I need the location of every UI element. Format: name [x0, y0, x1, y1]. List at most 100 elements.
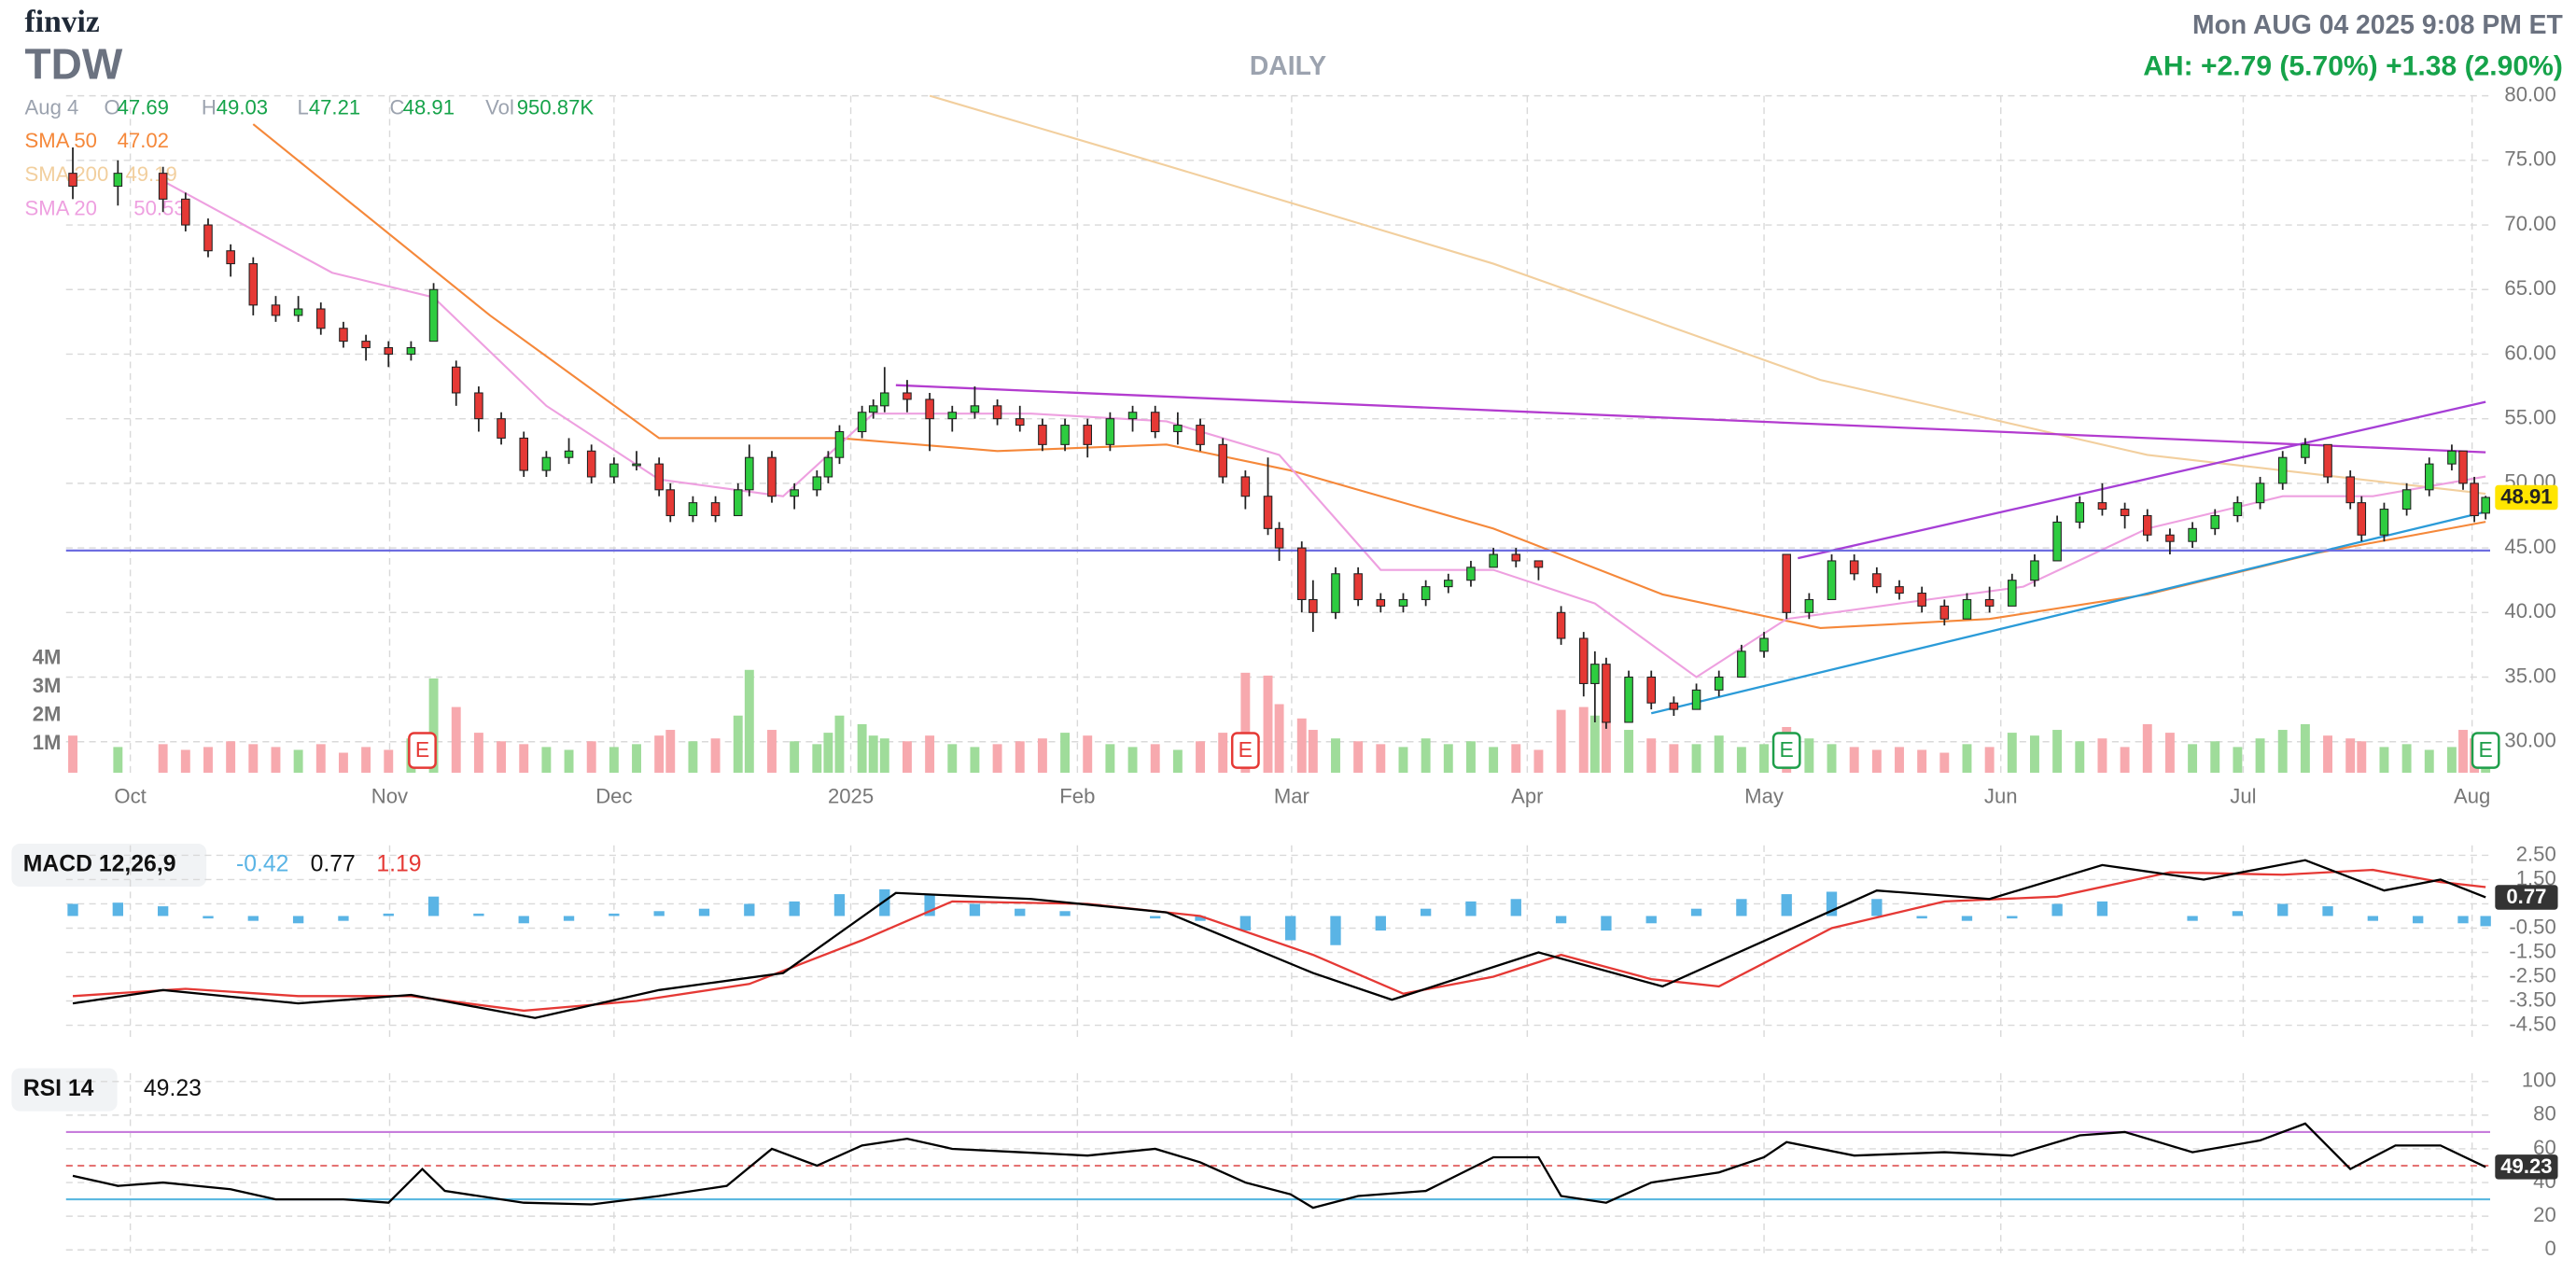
candle-body: [1578, 637, 1589, 684]
volume-bar: [1196, 741, 1205, 773]
volume-bar: [1015, 741, 1025, 773]
volume-bar: [1240, 672, 1251, 773]
macd-histogram-bar: [1690, 908, 1702, 916]
candle-body: [1782, 553, 1791, 613]
volume-bar: [1556, 709, 1566, 773]
candle-body: [823, 456, 833, 478]
candle-body: [1274, 527, 1284, 549]
volume-bar: [2097, 738, 2107, 773]
volume-bar: [2458, 730, 2468, 773]
volume-bar: [451, 706, 461, 773]
volume-bar: [1984, 747, 1995, 773]
candle-body: [316, 308, 326, 329]
macd-histogram-bar: [653, 911, 665, 916]
brand[interactable]: finviz: [25, 5, 100, 39]
macd-histogram-bar: [1420, 908, 1432, 916]
volume-bar: [2007, 733, 2017, 773]
earnings-label: E: [1239, 737, 1253, 762]
y-tick-label: -2.50: [2509, 963, 2555, 986]
candle-body: [158, 173, 168, 200]
x-tick-label: May: [1744, 784, 1785, 807]
volume-bar: [2210, 741, 2220, 773]
macd-histogram-bar: [1015, 908, 1026, 916]
candle-body: [1015, 418, 1025, 427]
candle-body: [1218, 443, 1227, 478]
macd-histogram-bar: [563, 916, 575, 921]
info-field: O: [104, 96, 119, 119]
candle-body: [1533, 560, 1544, 568]
y-tick-label: 100: [2522, 1069, 2556, 1092]
x-tick-label: 2025: [828, 784, 874, 807]
volume-bar: [1331, 738, 1340, 773]
macd-label-box: [11, 844, 207, 888]
volume-bar: [1827, 744, 1837, 773]
volume-bar: [1376, 744, 1386, 773]
candle-body: [2301, 443, 2310, 458]
candle-body: [1602, 664, 1611, 723]
macd-histogram-bar: [473, 913, 484, 916]
x-tick-label: Feb: [1059, 784, 1095, 807]
volume-bar: [1624, 730, 1634, 773]
candle-body: [2075, 502, 2085, 523]
volume-bar: [1296, 718, 1307, 773]
volume-bar: [1691, 744, 1701, 773]
volume-bar: [1466, 741, 1476, 773]
candle-body: [688, 502, 698, 517]
volume-bar: [293, 749, 303, 773]
candle-body: [1849, 560, 1859, 575]
macd-histogram-bar: [1645, 916, 1657, 924]
candle-body: [880, 392, 889, 407]
x-tick-label: Jun: [1984, 784, 2018, 807]
volume-bar: [248, 744, 259, 773]
sma-legend-name: SMA 20: [25, 197, 97, 220]
macd-histogram-bar: [2096, 901, 2108, 916]
macd-histogram-bar: [2413, 916, 2424, 924]
sma-line: [929, 94, 2486, 496]
x-tick-label: Mar: [1274, 784, 1309, 807]
volume-bar: [2188, 744, 2198, 773]
macd-histogram-bar: [67, 903, 78, 916]
volume-bar: [688, 741, 698, 773]
volume-tick-label: 1M: [33, 731, 62, 754]
macd-histogram-bar: [1465, 901, 1477, 916]
candle-body: [609, 463, 619, 478]
volume-bar: [970, 747, 980, 773]
candle-body: [733, 489, 743, 517]
macd-histogram-bar: [112, 902, 123, 916]
candle-body: [1962, 598, 1972, 620]
volume-bar: [315, 744, 326, 773]
volume-bar: [857, 723, 867, 773]
candle-body: [451, 366, 461, 394]
info-field: H: [202, 96, 217, 119]
volume-bar: [1578, 706, 1589, 773]
volume-bar: [1589, 715, 1600, 773]
volume-bar: [767, 730, 777, 773]
candle-body: [1895, 586, 1904, 595]
earnings-label: E: [415, 737, 429, 762]
volume-bar: [812, 744, 822, 773]
volume-bar: [609, 747, 619, 773]
sma-legend-name: SMA 200: [25, 162, 109, 186]
volume-bar: [1037, 738, 1047, 773]
candle-body: [1489, 553, 1498, 568]
candle-body: [2210, 514, 2220, 529]
sma-legend-value: 47.02: [118, 129, 169, 152]
macd-histogram-bar: [744, 903, 755, 916]
volume-bar: [1421, 738, 1431, 773]
info-field: 48.91: [403, 96, 455, 119]
macd-histogram-bar: [1510, 899, 1521, 916]
candle-body: [384, 347, 394, 355]
candle-body: [1376, 598, 1386, 607]
macd-histogram-bar: [247, 916, 259, 921]
candle-body: [1556, 611, 1566, 639]
candle-body: [1444, 580, 1453, 588]
candle-body: [1150, 412, 1160, 433]
volume-bar: [925, 735, 935, 773]
candle-body: [1038, 425, 1047, 445]
y-tick-label: -1.50: [2509, 939, 2555, 962]
volume-bar: [2424, 749, 2434, 773]
volume-bar: [271, 747, 281, 773]
value-tag-bg: [2495, 484, 2558, 511]
volume-bar: [1274, 704, 1284, 773]
candle-body: [181, 198, 190, 226]
